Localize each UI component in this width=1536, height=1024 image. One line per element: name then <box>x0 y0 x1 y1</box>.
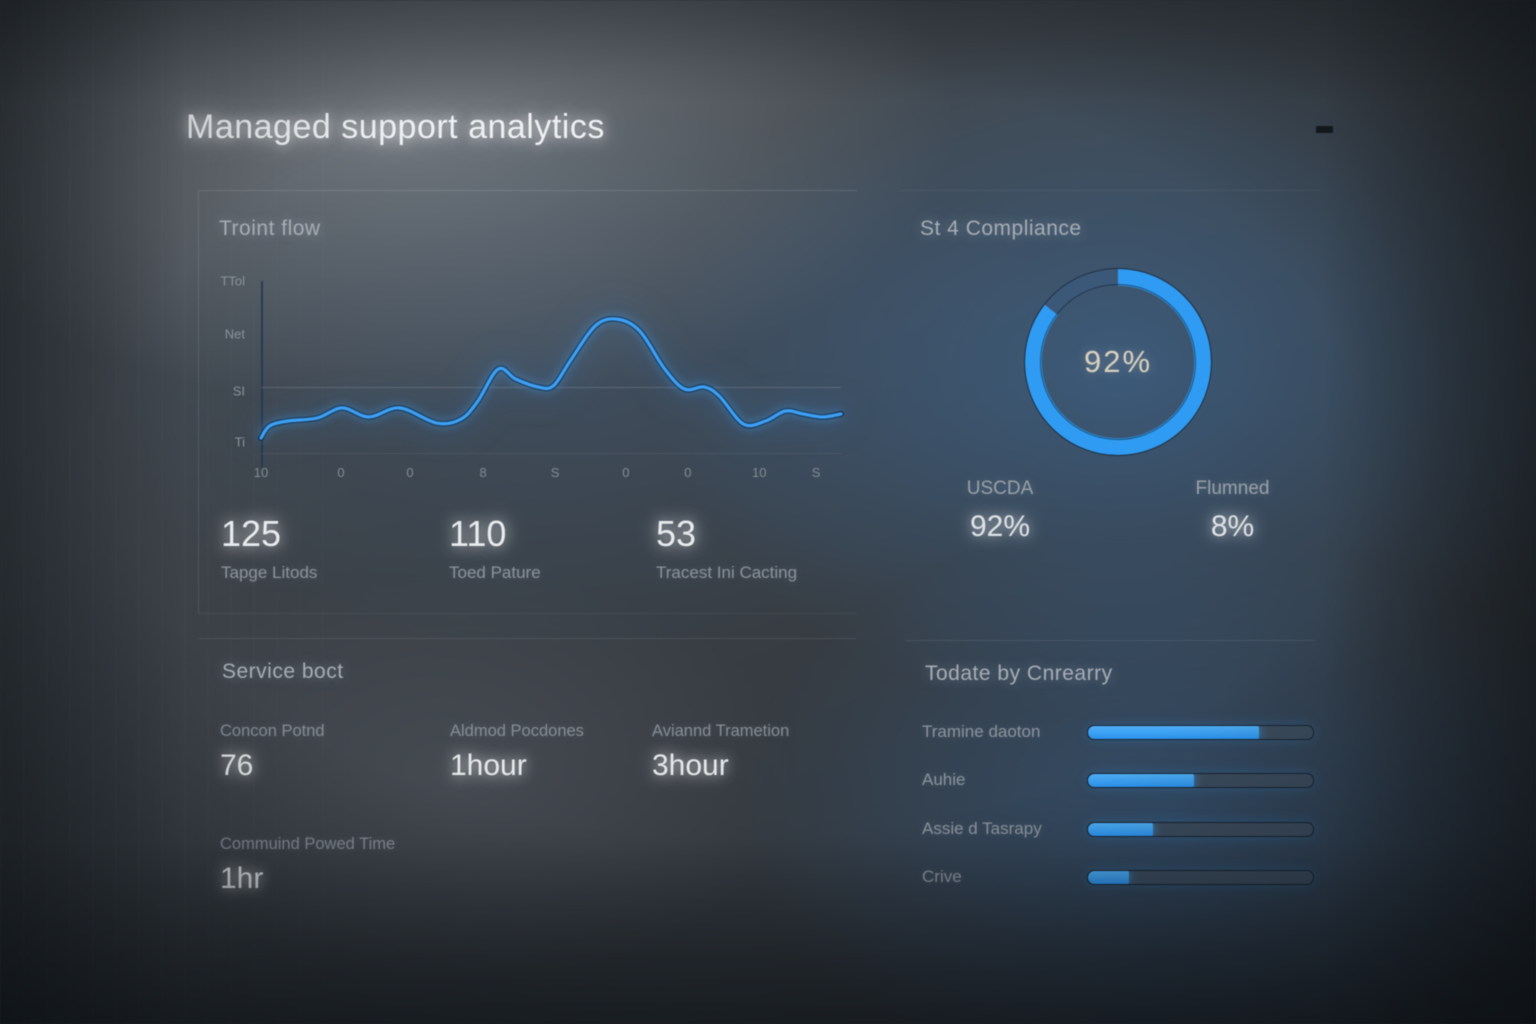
stat-label: Tapge Litods <box>221 563 318 582</box>
metric-value: 1hr <box>220 862 264 895</box>
metric-label: Aldmod Pocdones <box>450 722 584 740</box>
bar-fill <box>1088 725 1259 739</box>
metric-value: 76 <box>220 749 254 782</box>
stat-block: 125 Tapge Litods <box>221 513 317 583</box>
bar-track <box>1087 821 1314 837</box>
metric-block: Aldmod Pocdones 1hour <box>450 722 584 783</box>
metric-block: Concon Potnd 76 <box>220 722 325 783</box>
bar-row: Crive <box>922 863 1314 891</box>
x-tick-label: S <box>811 465 821 480</box>
x-tick-label: 10 <box>253 465 269 480</box>
panel-troint-flow: Troint flow TTol Net SI Ti 10 0 0 8 S 0 0 10 S 125 … <box>198 190 857 614</box>
bar-track <box>1087 869 1314 885</box>
x-tick-label: 8 <box>479 465 487 480</box>
x-tick-label: 0 <box>684 465 692 480</box>
y-axis-labels: TTol Net SI Ti <box>201 273 253 457</box>
panel-categories-title: Todate by Cnrearry <box>925 662 1113 685</box>
bar-row: Assie d Tasrapy <box>922 815 1314 843</box>
bar-row: Tramine daoton <box>922 718 1314 746</box>
metric-value: 3hour <box>652 749 729 782</box>
donut-center-value: 92% <box>1083 344 1153 379</box>
x-tick-label: S <box>550 465 560 480</box>
page-title: Managed support analytics <box>186 108 605 146</box>
bar-track <box>1087 772 1314 788</box>
line-chart: TTol Net SI Ti 10 0 0 8 S 0 0 10 S <box>220 273 844 480</box>
stat-value: 110 <box>449 513 507 554</box>
section-divider <box>198 638 856 639</box>
stat-value: 125 <box>221 513 282 554</box>
bar-label: Assie d Tasrapy <box>922 819 1042 838</box>
stat-block: 53 Tracest Ini Cacting <box>656 513 797 583</box>
panel-compliance-title: St 4 Compliance <box>920 217 1082 240</box>
metric-value: 1hour <box>450 749 527 782</box>
panel-service-title: Service boct <box>222 660 344 683</box>
legend-value: 8% <box>1210 510 1255 543</box>
stat-label: Toed Pature <box>449 563 541 582</box>
bar-track <box>1087 724 1314 740</box>
line-series <box>258 315 844 441</box>
section-divider <box>905 640 1315 641</box>
metric-label: Aviannd Trametion <box>652 722 790 740</box>
bar-fill <box>1088 870 1129 884</box>
legend-label: Flumned <box>1195 478 1270 499</box>
minimize-icon[interactable] <box>1316 126 1333 133</box>
legend-value: 92% <box>969 510 1031 543</box>
legend-item: USCDA 92% <box>935 478 1065 544</box>
y-tick-label: Ti <box>234 434 245 450</box>
bar-fill <box>1088 773 1194 787</box>
x-tick-label: 0 <box>406 465 414 480</box>
y-tick-label: TTol <box>220 273 245 289</box>
y-tick-label: Net <box>224 326 245 342</box>
bar-fill <box>1088 822 1154 836</box>
stat-value: 53 <box>656 513 697 554</box>
metric-label: Concon Potnd <box>220 722 325 740</box>
panel-troint-flow-title: Troint flow <box>219 217 321 240</box>
bar-label: Auhie <box>922 770 966 789</box>
x-axis-labels: 10 0 0 8 S 0 0 10 S <box>254 465 841 483</box>
y-tick-label: SI <box>232 383 245 399</box>
bar-label: Crive <box>922 867 962 886</box>
x-tick-label: 10 <box>751 465 767 480</box>
stat-block: 110 Toed Pature <box>449 513 541 583</box>
metric-block: Aviannd Trametion 3hour <box>652 722 789 783</box>
metric-block: Commuind Powed Time 1hr <box>220 835 395 896</box>
x-tick-label: 0 <box>337 465 345 480</box>
legend-label: USCDA <box>966 478 1034 499</box>
bar-label: Tramine daoton <box>922 722 1041 741</box>
stat-label: Tracest Ini Cacting <box>656 563 798 582</box>
bar-row: Auhie <box>922 766 1314 794</box>
legend-item: Flumned 8% <box>1165 478 1300 544</box>
metric-label: Commuind Powed Time <box>220 835 396 853</box>
donut-chart: 92% <box>1024 268 1212 456</box>
x-tick-label: 0 <box>622 465 630 480</box>
